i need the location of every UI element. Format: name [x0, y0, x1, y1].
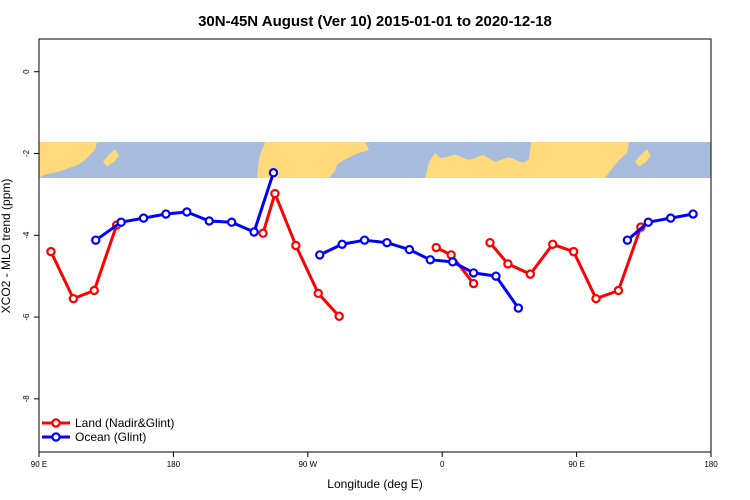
data-point [204, 216, 214, 226]
data-point [46, 246, 56, 257]
x-tick-label: 180 [167, 460, 181, 469]
x-tick-label: 90 E [568, 460, 584, 469]
plot-frame [38, 38, 712, 453]
data-point [258, 228, 268, 238]
data-point [665, 213, 676, 223]
data-point [161, 209, 171, 219]
data-point [447, 257, 458, 267]
y-axis-label: XCO2 - MLO trend (ppm) [0, 179, 13, 314]
series-ocean [91, 168, 698, 313]
data-point [425, 255, 435, 265]
data-point [334, 311, 344, 321]
map-land-japan-east [635, 149, 651, 167]
legend-label: Ocean (Glint) [75, 430, 146, 444]
data-point [291, 240, 301, 251]
x-tick-label: 90 W [298, 460, 317, 469]
x-tick-label: 90 E [31, 460, 47, 469]
data-point [404, 244, 415, 255]
legend-marker [51, 418, 61, 428]
data-point [68, 293, 79, 304]
data-point [613, 285, 624, 296]
legend-marker [51, 432, 61, 442]
data-point [468, 278, 479, 289]
data-point [568, 246, 579, 257]
data-point [591, 293, 601, 304]
data-point [337, 239, 347, 249]
series-line [94, 172, 275, 242]
legend-label: Land (Nadir&Glint) [75, 416, 174, 430]
data-point [249, 227, 259, 237]
data-point [431, 242, 441, 253]
data-point [315, 250, 325, 260]
chart-title: 30N-45N August (Ver 10) 2015-01-01 to 20… [198, 13, 552, 30]
world-map-band [39, 142, 711, 179]
data-point [468, 268, 479, 278]
x-axis: 90 E 180 90 W 0 90 E 180 [31, 452, 718, 469]
data-point [182, 207, 192, 217]
data-point [688, 209, 698, 219]
data-point [525, 269, 536, 279]
map-land-japan-west [103, 149, 119, 167]
series-layer [46, 168, 698, 321]
series-line [319, 238, 520, 309]
data-point [270, 188, 280, 199]
data-point [643, 217, 653, 227]
map-land-eurasia [425, 142, 629, 179]
y-tick-label: -6 [22, 313, 31, 321]
data-point [91, 235, 101, 245]
data-point [313, 288, 323, 299]
data-point [513, 303, 524, 313]
data-point [491, 271, 501, 281]
x-axis-label: Longitude (deg E) [327, 477, 422, 491]
y-tick-label: -2 [22, 149, 31, 157]
data-point [116, 217, 126, 227]
data-point [382, 237, 392, 248]
y-tick-label: -4 [22, 231, 31, 239]
data-point [138, 213, 149, 223]
series-line [261, 192, 341, 318]
x-tick-label: 0 [440, 460, 445, 469]
data-point [268, 168, 279, 178]
y-tick-label: 0 [22, 69, 31, 74]
data-point [226, 217, 237, 227]
data-point [622, 235, 633, 245]
series-land [46, 188, 646, 321]
legend: Land (Nadir&Glint)Ocean (Glint) [42, 416, 174, 444]
y-tick-label: -8 [22, 395, 31, 403]
data-point [89, 285, 99, 296]
map-land-asia-west [39, 142, 97, 179]
data-point [359, 235, 370, 245]
data-point [548, 239, 558, 249]
y-axis: 0 -2 -4 -6 -8 [22, 69, 39, 402]
data-point [485, 237, 495, 248]
map-land-north-america [257, 142, 369, 179]
series-line [626, 212, 694, 242]
x-tick-label: 180 [704, 460, 718, 469]
data-point [503, 259, 513, 269]
series-line [49, 224, 119, 301]
